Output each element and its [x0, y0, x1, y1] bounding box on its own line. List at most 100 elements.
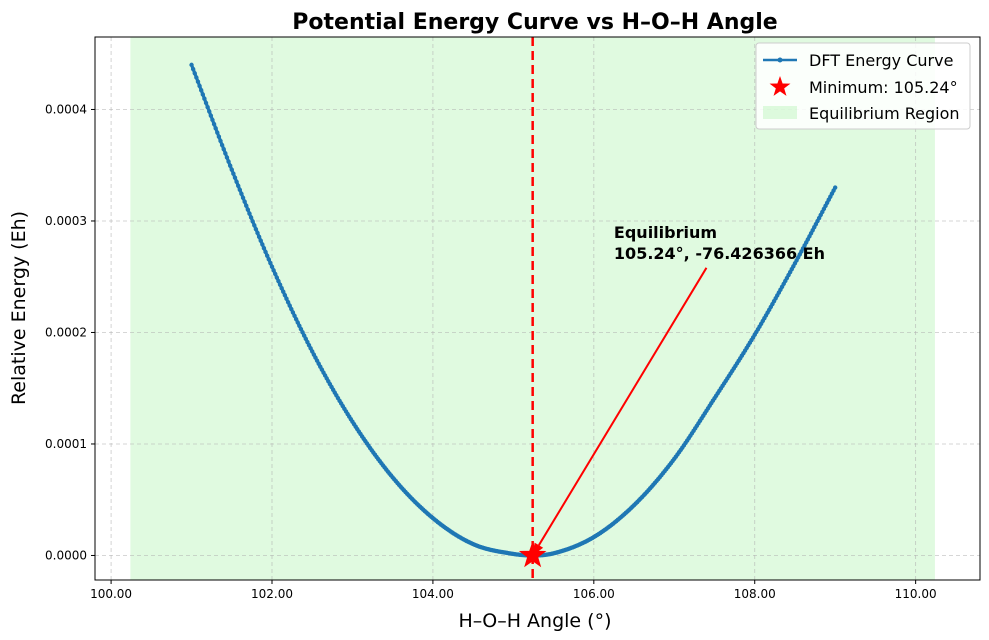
series-point	[194, 75, 199, 80]
series-point	[289, 306, 294, 312]
series-point	[199, 88, 204, 93]
series-point	[250, 219, 255, 224]
series-point	[256, 234, 262, 240]
series-point	[208, 113, 214, 118]
series-point	[274, 275, 280, 280]
series-point	[285, 299, 291, 305]
series-point	[197, 83, 202, 89]
series-point	[231, 171, 236, 176]
series-point	[224, 155, 230, 160]
series-point	[200, 92, 206, 97]
series-point	[190, 66, 196, 72]
series-point	[276, 278, 281, 284]
minimum-marker-layer	[518, 540, 547, 568]
legend-dot-swatch	[777, 57, 783, 63]
x-tick-label: 104.00	[412, 587, 454, 601]
legend-label-region: Equilibrium Region	[809, 104, 960, 123]
plot-frame	[94, 36, 981, 581]
series-point	[252, 223, 257, 228]
legend-region-swatch	[763, 106, 797, 119]
series-point	[269, 264, 275, 269]
series-point	[227, 163, 233, 168]
series-point	[189, 62, 194, 68]
series-point	[244, 203, 249, 208]
series-point	[277, 282, 283, 287]
series-point	[245, 207, 251, 212]
annotation-label-line1: Equilibrium	[614, 223, 717, 242]
y-tick-label: 0.0001	[45, 437, 87, 451]
legend-box	[755, 42, 971, 130]
series-point	[223, 151, 228, 156]
series-point	[263, 249, 268, 255]
legend-star-icon	[769, 76, 791, 96]
series-point	[215, 130, 220, 135]
series-point	[210, 117, 215, 123]
series-point	[232, 175, 238, 180]
series-point	[266, 257, 271, 262]
annotation-arrow-shaft	[538, 267, 708, 546]
annotation-layer: Equilibrium 105.24°, -76.426366 Eh	[532, 223, 825, 556]
series-point	[260, 242, 265, 247]
series-point	[216, 134, 222, 139]
series-point	[240, 195, 246, 200]
series-point	[273, 271, 278, 277]
series-layer	[189, 62, 838, 558]
chart-title: Potential Energy Curve vs H–O–H Angle	[292, 10, 777, 35]
series-point	[282, 293, 288, 298]
y-tick-label: 0.0004	[45, 102, 87, 116]
series-point	[195, 79, 201, 84]
series-point	[218, 138, 223, 144]
series-point	[295, 320, 300, 325]
x-tick-label: 102.00	[251, 587, 293, 601]
series-point	[229, 167, 234, 172]
series-point	[203, 100, 209, 106]
series-point	[234, 179, 239, 184]
legend-label-dft: DFT Energy Curve	[809, 51, 953, 70]
x-axis-title: H–O–H Angle (°)	[458, 610, 611, 632]
series-point	[261, 246, 267, 251]
series-point	[292, 313, 297, 319]
tick-layer: 100.00 102.00 104.00 106.00 108.00 110.00 0.00…	[45, 102, 937, 601]
series-point	[239, 191, 244, 196]
series-point	[290, 310, 296, 315]
series-point	[248, 215, 254, 220]
series-point	[297, 323, 302, 329]
y-tick-label: 0.0000	[45, 548, 87, 562]
series-point	[264, 253, 270, 258]
x-tick-label: 100.00	[90, 587, 132, 601]
series-point	[284, 296, 289, 301]
minimum-star-marker	[518, 540, 547, 568]
x-tick-label: 106.00	[573, 587, 615, 601]
annotation-label-line2: 105.24°, -76.426366 Eh	[614, 244, 825, 263]
series-point	[287, 303, 292, 308]
series-point	[268, 260, 273, 266]
series-point	[293, 316, 299, 322]
series-point	[207, 109, 212, 114]
series-point	[205, 104, 210, 110]
x-tick-label: 108.00	[734, 587, 776, 601]
series-point	[281, 289, 286, 294]
series-point	[211, 121, 217, 127]
series-point	[247, 211, 252, 216]
series-point	[832, 185, 838, 190]
series-point	[242, 199, 247, 204]
series-point	[258, 238, 263, 243]
series-point	[213, 126, 218, 131]
series-point	[237, 187, 243, 192]
series-point	[219, 142, 225, 148]
legend: DFT Energy Curve Minimum: 105.24° Equili…	[755, 42, 971, 130]
series-point	[298, 326, 304, 332]
series-point	[279, 285, 284, 291]
y-axis-title: Relative Energy (Eh)	[8, 211, 30, 405]
series-point	[221, 147, 226, 152]
y-tick-label: 0.0002	[45, 325, 87, 339]
series-point	[226, 159, 231, 164]
y-tick-label: 0.0003	[45, 214, 87, 228]
x-tick-label: 110.00	[895, 587, 937, 601]
series-point	[271, 268, 276, 273]
series-point	[192, 71, 197, 76]
series-point	[253, 226, 259, 232]
series-point	[202, 96, 207, 101]
legend-label-minimum: Minimum: 105.24°	[809, 78, 958, 97]
